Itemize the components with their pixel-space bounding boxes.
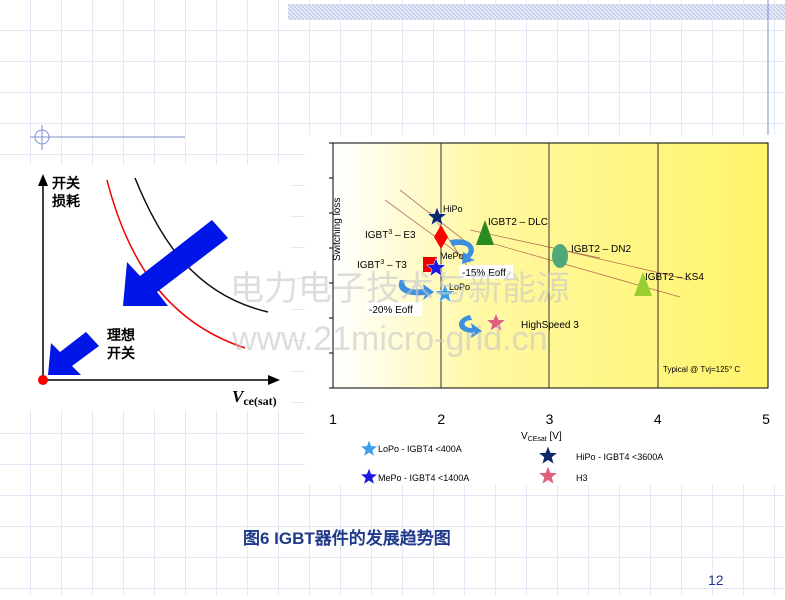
caption: 图6 IGBT器件的发展趋势图	[243, 528, 451, 548]
star-marker	[359, 439, 379, 457]
x-tick-label: 2	[437, 411, 445, 427]
label: IGBT2 – DLC	[488, 217, 548, 228]
note: Typical @ Tvj=125° C	[663, 365, 740, 374]
x-tick-label: 4	[654, 411, 662, 427]
y-label: 损耗	[52, 193, 80, 209]
legend-item: HiPo - IGBT4 <3600A	[576, 452, 663, 462]
star-marker	[485, 312, 507, 332]
x-label-main: V	[521, 431, 528, 442]
label-sup: 3	[388, 229, 392, 236]
x-label: VCEsat [V]	[521, 431, 562, 443]
label: -15% Eoff	[462, 268, 506, 279]
label: IGBT3 – E3	[365, 229, 416, 241]
label: HighSpeed 3	[521, 320, 579, 331]
marker-dlc	[476, 220, 494, 245]
arrow-head	[268, 375, 280, 385]
label-sup: 3	[380, 259, 384, 266]
x-tick-label: 1	[329, 411, 337, 427]
legend-item: LoPo - IGBT4 <400A	[378, 444, 462, 454]
marker-dn2	[552, 244, 568, 268]
label-part: IGBT	[357, 260, 380, 271]
big-arrow	[123, 220, 228, 306]
label-part: – T3	[384, 260, 407, 271]
x-label-unit: [V]	[547, 431, 562, 442]
x-label-sub: CEsat	[528, 436, 547, 443]
x-tick-label: 5	[762, 411, 770, 427]
page-number: 12	[708, 572, 724, 588]
arrow-head	[38, 174, 48, 186]
curved-arrow	[450, 239, 475, 264]
star-marker	[426, 206, 448, 226]
left-diagram: 开关 损耗 理想 开关 Vce(sat)	[0, 165, 290, 410]
plot-area	[332, 142, 769, 389]
origin	[38, 375, 48, 385]
curved-arrow	[458, 315, 482, 338]
legend-item: MePo - IGBT4 <1400A	[378, 473, 469, 483]
x-label-main: V	[232, 387, 245, 406]
curved-arrow	[398, 280, 434, 300]
ideal-label: 理想	[107, 327, 135, 343]
y-label: 开关	[52, 175, 80, 191]
right-chart: Switching loss VCEsat [V] Typical @ Tvj=…	[305, 135, 785, 485]
star-marker	[537, 465, 559, 485]
label-box	[366, 302, 422, 316]
label: IGBT2 – KS4	[645, 272, 704, 283]
top-bar	[288, 4, 785, 20]
watermark: www.21micro-grid.cn	[231, 320, 548, 358]
watermark: 电力电子技术与新能源	[230, 270, 570, 308]
legend-item: H3	[576, 473, 588, 483]
x-tick-label: 3	[546, 411, 554, 427]
star-marker	[359, 467, 379, 485]
x-label-sub: ce(sat)	[243, 394, 276, 408]
marker-ks4	[634, 272, 652, 296]
label: IGBT2 – DN2	[571, 244, 631, 255]
star-marker	[537, 445, 559, 465]
label-part: – E3	[392, 230, 416, 241]
star-marker	[434, 283, 456, 303]
label: LoPo	[449, 282, 470, 292]
y-label: Switching loss	[332, 198, 343, 261]
ideal-label: 开关	[107, 345, 135, 361]
marker-e3	[434, 225, 448, 249]
label: HiPo	[443, 204, 463, 214]
label-box	[459, 265, 513, 279]
x-label: Vce(sat)	[232, 387, 277, 408]
label: IGBT3 – T3	[357, 259, 407, 271]
label-part: IGBT	[365, 230, 388, 241]
label: MePo	[440, 251, 464, 261]
small-arrow	[48, 332, 99, 375]
star-marker	[425, 257, 447, 277]
label: -20% Eoff	[369, 305, 413, 316]
